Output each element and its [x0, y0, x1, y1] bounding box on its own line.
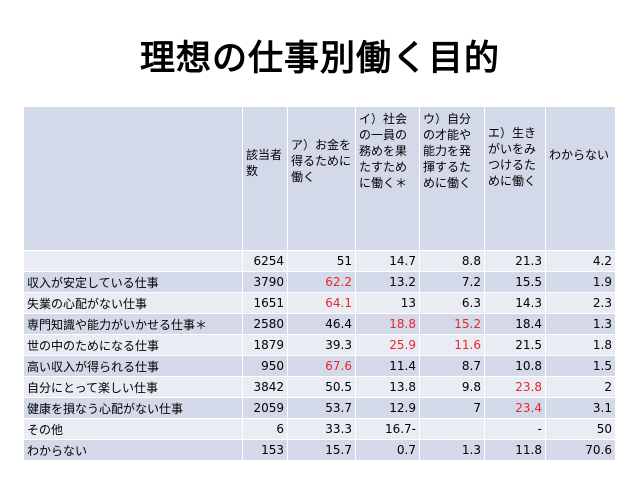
table-cell: 16.7- — [355, 418, 420, 440]
table-row: 高い収入が得られる仕事 950 67.6 11.4 8.7 10.8 1.5 — [23, 355, 616, 377]
table-row: その他 6 33.3 16.7- -50 — [23, 418, 616, 440]
table-cell: 70.6 — [545, 439, 616, 461]
table-cell: 15.2 — [419, 313, 485, 335]
table-cell: 11.8 — [484, 439, 546, 461]
table-row: わからない 153 15.7 0.7 1.3 11.8 70.6 — [23, 439, 616, 461]
header-cell-talent: ウ）自分の才能や能力を発揮するために働く — [419, 106, 485, 251]
row-label: わからない — [23, 439, 243, 461]
table-cell: 8.8 — [419, 250, 485, 272]
table-cell: 1.3 — [419, 439, 485, 461]
table-cell: 14.7 — [355, 250, 420, 272]
table-cell: 153 — [242, 439, 288, 461]
table-cell: 21.5 — [484, 334, 546, 356]
table-cell: 2580 — [242, 313, 288, 335]
row-label — [23, 250, 243, 272]
header-cell-money: ア）お金を得るために働く — [287, 106, 356, 251]
row-label: 高い収入が得られる仕事 — [23, 355, 243, 377]
table-cell: 0.7 — [355, 439, 420, 461]
row-label: 自分にとって楽しい仕事 — [23, 376, 243, 398]
table-body: 6254 51 14.7 8.8 21.3 4.2 収入が安定している仕事 3790 62.2 1… — [23, 250, 616, 461]
table-cell: 3.1 — [545, 397, 616, 419]
table-cell: 67.6 — [287, 355, 356, 377]
table-cell: 14.3 — [484, 292, 546, 314]
table-cell: 1.8 — [545, 334, 616, 356]
table-cell — [419, 418, 485, 440]
row-label: 専門知識や能力がいかせる仕事＊ — [23, 313, 243, 335]
table-cell: 7 — [419, 397, 485, 419]
table-cell: 3842 — [242, 376, 288, 398]
table-cell: 50.5 — [287, 376, 356, 398]
table-cell: 13 — [355, 292, 420, 314]
row-label: 世の中のためになる仕事 — [23, 334, 243, 356]
table-cell: 7.2 — [419, 271, 485, 293]
row-label: その他 — [23, 418, 243, 440]
table-cell: 6254 — [242, 250, 288, 272]
table-cell: 1879 — [242, 334, 288, 356]
table-cell: 6.3 — [419, 292, 485, 314]
row-label: 健康を損なう心配がない仕事 — [23, 397, 243, 419]
table-row: 失業の心配がない仕事 1651 64.1 13 6.3 14.3 2.3 — [23, 292, 616, 314]
table-row: 収入が安定している仕事 3790 62.2 13.2 7.2 15.5 1.9 — [23, 271, 616, 293]
header-cell-blank — [23, 106, 243, 251]
table-cell: 18.4 — [484, 313, 546, 335]
header-cell-purpose: エ）生きがいをみつけるために働く — [484, 106, 546, 251]
slide-title: 理想の仕事別働く目的 — [139, 39, 500, 79]
table-cell: 25.9 — [355, 334, 420, 356]
table-cell: 1651 — [242, 292, 288, 314]
table-cell: 64.1 — [287, 292, 356, 314]
table-cell: 33.3 — [287, 418, 356, 440]
table-cell: 4.2 — [545, 250, 616, 272]
row-label: 失業の心配がない仕事 — [23, 292, 243, 314]
table-cell: 6 — [242, 418, 288, 440]
table-cell: 9.8 — [419, 376, 485, 398]
row-label: 収入が安定している仕事 — [23, 271, 243, 293]
table-row: 専門知識や能力がいかせる仕事＊ 2580 46.4 18.8 15.2 18.4 1.3 — [23, 313, 616, 335]
table-row: 世の中のためになる仕事 1879 39.3 25.9 11.6 21.5 1.8 — [23, 334, 616, 356]
data-table: 該当者数 ア）お金を得るために働く イ）社会の一員の務めを果たすために働く＊ ウ… — [23, 106, 616, 461]
table-cell: 15.5 — [484, 271, 546, 293]
header-cell-count: 該当者数 — [242, 106, 288, 251]
table-cell: 21.3 — [484, 250, 546, 272]
table-cell: 39.3 — [287, 334, 356, 356]
table-cell: 2059 — [242, 397, 288, 419]
table-row: 6254 51 14.7 8.8 21.3 4.2 — [23, 250, 616, 272]
table-cell: 62.2 — [287, 271, 356, 293]
table-cell: 1.3 — [545, 313, 616, 335]
table-cell: 51 — [287, 250, 356, 272]
table-header-row: 該当者数 ア）お金を得るために働く イ）社会の一員の務めを果たすために働く＊ ウ… — [23, 106, 616, 251]
table-row: 健康を損なう心配がない仕事 2059 53.7 12.9 7 23.4 3.1 — [23, 397, 616, 419]
table-cell: 46.4 — [287, 313, 356, 335]
table-cell: 11.6 — [419, 334, 485, 356]
table-cell: 2.3 — [545, 292, 616, 314]
table-cell: 53.7 — [287, 397, 356, 419]
table-cell: 12.9 — [355, 397, 420, 419]
table-cell: 13.2 — [355, 271, 420, 293]
table-cell: 1.5 — [545, 355, 616, 377]
table-cell: 1.9 — [545, 271, 616, 293]
table-cell: 15.7 — [287, 439, 356, 461]
table-row: 自分にとって楽しい仕事 3842 50.5 13.8 9.8 23.8 2 — [23, 376, 616, 398]
table-cell: 3790 — [242, 271, 288, 293]
table-cell: - — [484, 418, 546, 440]
table-cell: 23.8 — [484, 376, 546, 398]
header-cell-unknown: わからない — [545, 106, 616, 251]
table-cell: 2 — [545, 376, 616, 398]
table-cell: 10.8 — [484, 355, 546, 377]
header-cell-society: イ）社会の一員の務めを果たすために働く＊ — [355, 106, 420, 251]
table-cell: 11.4 — [355, 355, 420, 377]
table-cell: 18.8 — [355, 313, 420, 335]
table-cell: 950 — [242, 355, 288, 377]
table-cell: 23.4 — [484, 397, 546, 419]
table-cell: 50 — [545, 418, 616, 440]
table-cell: 8.7 — [419, 355, 485, 377]
table-cell: 13.8 — [355, 376, 420, 398]
